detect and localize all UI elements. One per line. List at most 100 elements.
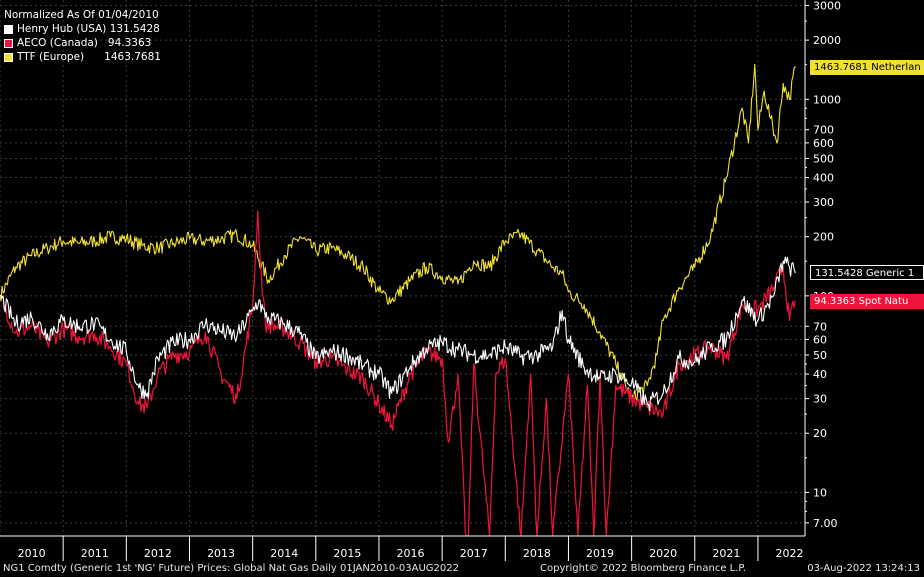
footer: NG1 Comdty (Generic 1st 'NG' Future) Pri… xyxy=(0,561,924,577)
series-point-2 xyxy=(552,266,554,268)
series-point-1 xyxy=(457,373,459,375)
henry-hub-last-value-tag: 131.5428 Generic 1 xyxy=(810,265,924,281)
series-point-2 xyxy=(473,260,475,262)
series-point-1 xyxy=(757,309,759,311)
series-point-1 xyxy=(662,413,664,415)
series-point-0 xyxy=(709,346,712,348)
series-point-0 xyxy=(773,295,775,297)
x-tick-label: 2019 xyxy=(586,547,614,560)
series-point-2 xyxy=(769,117,772,119)
series-point-1 xyxy=(259,260,261,262)
y-tick-label: 60 xyxy=(813,333,827,346)
series-point-2 xyxy=(567,291,570,293)
series-point-2 xyxy=(782,83,784,85)
series-point-0 xyxy=(725,338,727,341)
series-point-1 xyxy=(283,328,285,330)
y-tick-label: 70 xyxy=(813,320,827,333)
series-point-1 xyxy=(157,373,159,375)
henry-hub-swatch xyxy=(4,24,13,34)
aeco-swatch xyxy=(4,38,13,48)
x-tick-label: 2022 xyxy=(776,547,804,560)
series-point-0 xyxy=(62,319,64,321)
series-point-0 xyxy=(125,351,127,353)
y-tick-label: 600 xyxy=(813,137,834,150)
x-tick-label: 2021 xyxy=(712,547,740,560)
series-point-0 xyxy=(741,299,743,301)
series-point-2 xyxy=(236,233,238,236)
series-line-2 xyxy=(0,64,796,402)
series-point-1 xyxy=(78,336,80,338)
series-point-2 xyxy=(747,142,750,144)
aeco-value: 94.3363 xyxy=(107,37,152,49)
series-point-1 xyxy=(773,287,775,289)
series-point-0 xyxy=(220,330,222,332)
series-point-1 xyxy=(109,346,112,348)
series-point-2 xyxy=(141,245,143,247)
series-point-2 xyxy=(757,129,759,131)
series-point-0 xyxy=(504,346,506,348)
series-point-2 xyxy=(267,279,270,281)
series-point-2 xyxy=(763,90,765,92)
series-point-0 xyxy=(30,316,33,318)
series-point-1 xyxy=(725,357,727,360)
series-point-0 xyxy=(552,346,554,348)
series-point-2 xyxy=(109,236,112,238)
series-point-0 xyxy=(236,336,238,338)
series-point-0 xyxy=(757,319,759,321)
series-point-0 xyxy=(615,373,617,375)
series-point-2 xyxy=(173,242,175,244)
series-point-2 xyxy=(646,384,649,387)
series-point-0 xyxy=(173,341,175,343)
series-point-2 xyxy=(754,64,756,66)
series-point-0 xyxy=(409,365,412,367)
series-point-0 xyxy=(788,266,791,268)
series-point-1 xyxy=(346,369,348,371)
series-point-0 xyxy=(662,392,664,394)
series-point-0 xyxy=(520,356,522,358)
series-point-1 xyxy=(125,363,127,365)
series-point-2 xyxy=(346,255,348,257)
series-point-2 xyxy=(362,266,364,268)
y-tick-label: 50 xyxy=(813,349,827,362)
series-point-2 xyxy=(390,299,393,301)
series-point-2 xyxy=(741,107,743,109)
series-point-1 xyxy=(615,384,617,387)
series-point-0 xyxy=(631,382,633,384)
series-line-1 xyxy=(0,210,796,537)
series-point-2 xyxy=(409,279,412,281)
series-point-0 xyxy=(315,357,317,360)
series-point-0 xyxy=(283,323,285,325)
series-point-1 xyxy=(299,341,301,343)
series-point-2 xyxy=(188,238,191,240)
series-point-1 xyxy=(264,323,266,325)
series-point-2 xyxy=(441,276,443,278)
series-point-2 xyxy=(504,240,506,242)
legend-title: Normalized As Of 01/04/2010 xyxy=(4,9,159,21)
series-point-0 xyxy=(188,338,191,341)
legend-item-ttf: TTF (Europe) 1463.7681 xyxy=(4,50,170,64)
series-point-0 xyxy=(678,357,680,360)
series-point-2 xyxy=(125,238,127,240)
series-point-0 xyxy=(15,323,17,325)
series-point-1 xyxy=(252,306,254,308)
series-point-0 xyxy=(109,338,112,341)
series-point-1 xyxy=(62,328,64,330)
series-point-2 xyxy=(520,233,522,236)
series-point-2 xyxy=(561,272,563,275)
footer-timestamp: 03-Aug-2022 13:24:13 xyxy=(807,563,920,574)
y-tick-label: 2000 xyxy=(813,34,841,47)
series-point-1 xyxy=(473,363,475,365)
series-point-1 xyxy=(529,373,532,375)
series-point-0 xyxy=(204,323,206,325)
legend-item-aeco: AECO (Canada) 94.3363 xyxy=(4,36,170,50)
series-point-1 xyxy=(378,403,380,406)
ttf-label: TTF (Europe) xyxy=(17,51,85,63)
series-point-2 xyxy=(662,319,664,321)
series-point-0 xyxy=(488,354,491,356)
series-point-0 xyxy=(457,349,459,351)
series-point-2 xyxy=(283,255,285,257)
series-point-2 xyxy=(157,247,159,249)
series-point-0 xyxy=(567,338,570,341)
x-tick-label: 2014 xyxy=(270,547,298,560)
y-tick-label: 1000 xyxy=(813,93,841,106)
